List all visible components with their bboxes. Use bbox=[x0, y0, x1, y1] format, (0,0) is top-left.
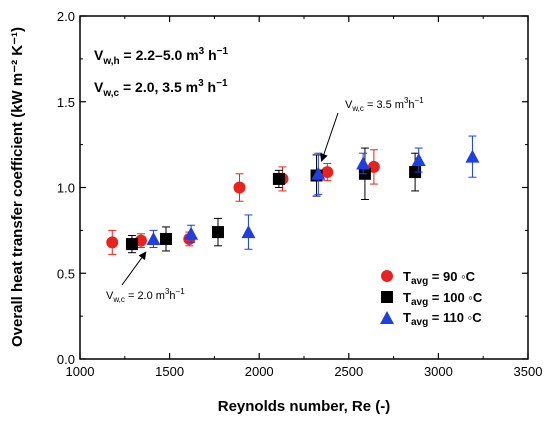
condition-line-2: Vw,c = 2.0, 3.5 m3 h−1 bbox=[94, 78, 228, 99]
legend-item-100c: Tavg = 100 ◦C bbox=[381, 290, 483, 308]
marker-triangle bbox=[356, 156, 371, 170]
marker-triangle bbox=[241, 225, 256, 239]
x-tick-label: 1500 bbox=[155, 364, 184, 379]
legend-item-110c: Tavg = 110 ◦C bbox=[380, 310, 482, 328]
y-tick-label: 1.0 bbox=[57, 181, 75, 196]
legend: Tavg = 90 ◦C Tavg = 100 ◦C Tavg = 110 ◦C bbox=[380, 269, 483, 328]
y-tick-label: 1.5 bbox=[57, 95, 75, 110]
annotation-2-0: Vw,c = 2.0 m3h−1 bbox=[106, 287, 185, 304]
data-point-circle bbox=[321, 162, 334, 182]
series-triangle bbox=[146, 135, 480, 250]
legend-marker-square bbox=[381, 291, 393, 303]
marker-triangle bbox=[311, 166, 326, 180]
marker-triangle bbox=[465, 149, 480, 163]
marker-square bbox=[272, 172, 285, 185]
marker-circle bbox=[106, 236, 119, 249]
x-tick-label: 3000 bbox=[424, 364, 453, 379]
legend-marker-circle bbox=[381, 270, 393, 282]
data-point-triangle bbox=[411, 147, 426, 173]
legend-label-100c: Tavg = 100 ◦C bbox=[403, 290, 483, 308]
marker-square bbox=[211, 226, 224, 239]
series-circle bbox=[106, 149, 380, 255]
legend-label-90c: Tavg = 90 ◦C bbox=[403, 269, 476, 287]
data-point-triangle bbox=[241, 214, 256, 250]
x-axis-title: Reynolds number, Re (-) bbox=[218, 398, 391, 415]
x-tick-label: 3500 bbox=[514, 364, 543, 379]
data-point-triangle bbox=[356, 152, 371, 175]
marker-square bbox=[160, 232, 173, 245]
annotation-3-5: Vw,c = 3.5 m3h−1 bbox=[345, 96, 424, 113]
axis-tick-labels: 1000 1500 2000 2500 3000 3500 0.0 0.5 1.0 1.5 2.0 bbox=[57, 9, 543, 379]
data-point-triangle bbox=[311, 152, 326, 195]
axis-ticks bbox=[79, 15, 529, 360]
marker-circle bbox=[321, 166, 334, 179]
marker-triangle bbox=[146, 231, 161, 245]
legend-label-110c: Tavg = 110 ◦C bbox=[403, 310, 482, 328]
y-tick-label: 0.5 bbox=[57, 266, 75, 281]
y-tick-label: 0.0 bbox=[57, 352, 75, 367]
legend-item-90c: Tavg = 90 ◦C bbox=[381, 269, 476, 287]
marker-square bbox=[125, 238, 138, 251]
marker-triangle bbox=[411, 153, 426, 167]
data-point-square bbox=[272, 169, 285, 188]
data-point-square bbox=[125, 235, 138, 254]
data-point-triangle bbox=[465, 135, 480, 178]
data-point-triangle bbox=[146, 229, 161, 249]
data-point-circle bbox=[233, 173, 246, 202]
condition-line-1: Vw,h = 2.2–5.0 m3 h−1 bbox=[94, 46, 229, 67]
data-point-triangle bbox=[184, 224, 199, 243]
y-tick-label: 2.0 bbox=[57, 9, 75, 24]
legend-marker-triangle bbox=[380, 311, 394, 324]
annotation-arrow-2-0 bbox=[121, 251, 147, 286]
marker-triangle bbox=[184, 226, 199, 240]
x-tick-label: 1000 bbox=[66, 364, 95, 379]
data-series bbox=[106, 135, 480, 255]
data-point-square bbox=[160, 226, 173, 252]
data-point-square bbox=[211, 217, 224, 247]
x-tick-label: 2500 bbox=[334, 364, 363, 379]
x-tick-label: 2000 bbox=[245, 364, 274, 379]
annotation-arrow-3-5 bbox=[320, 112, 339, 162]
marker-circle bbox=[233, 181, 246, 194]
plot-frame bbox=[79, 15, 529, 360]
y-axis-title: Overall heat transfer coefficient (kW m⁻… bbox=[9, 27, 26, 347]
data-point-circle bbox=[106, 229, 119, 255]
